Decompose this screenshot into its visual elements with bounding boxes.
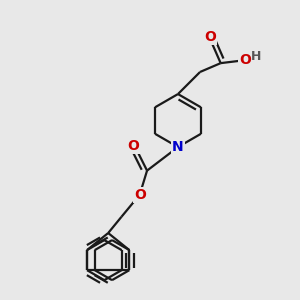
Text: O: O: [204, 30, 216, 44]
Text: O: O: [134, 188, 146, 202]
Text: N: N: [172, 140, 184, 154]
Text: O: O: [239, 53, 251, 67]
Text: O: O: [127, 139, 139, 153]
Text: H: H: [251, 50, 261, 63]
